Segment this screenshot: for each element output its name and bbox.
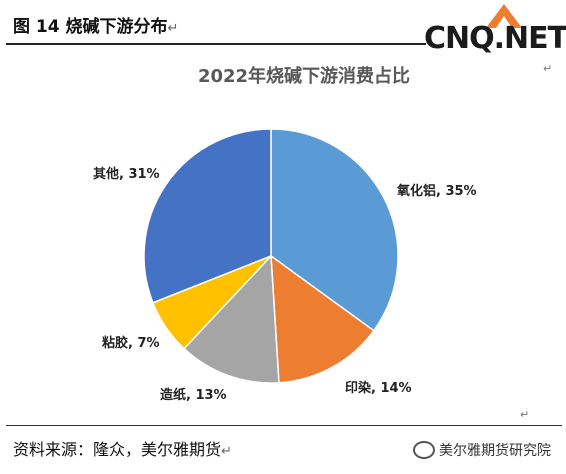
paragraph-mark-icon: ↵	[221, 444, 232, 459]
figure-title: 图 14 烧碱下游分布↵	[13, 12, 178, 37]
logo-arrow-icon	[486, 4, 522, 28]
chart-title: 2022年烧碱下游消费占比	[197, 66, 411, 87]
pie-slice-1	[270, 128, 399, 332]
pie-slice-5	[143, 128, 272, 304]
source-note: 资料来源：隆众，美尔雅期货↵	[13, 436, 232, 460]
watermark: 美尔雅期货研究院	[413, 440, 551, 460]
source-text: 资料来源：隆众，美尔雅期货	[13, 440, 222, 459]
slice-label: 其他, 31%	[93, 167, 160, 182]
slice-label: 粘胶, 7%	[102, 336, 160, 351]
pie-slice-2	[270, 254, 375, 384]
wechat-icon	[413, 441, 435, 459]
footer-rule	[6, 425, 562, 426]
chart: 2022年烧碱下游消费占比 氧化铝, 35% 印染, 14% 造纸, 13% 粘…	[60, 50, 548, 406]
paragraph-mark-icon: ↵	[543, 62, 553, 75]
slice-label: 造纸, 13%	[160, 388, 227, 403]
figure-title-text: 图 14 烧碱下游分布	[13, 17, 168, 37]
slice-label: 印染, 14%	[345, 381, 412, 396]
pie-slice-3	[182, 254, 280, 384]
logo-text: CNQ.NET	[424, 21, 566, 56]
logo: CNQ.NET	[422, 2, 566, 62]
paragraph-mark-icon: ↵	[167, 21, 179, 36]
header-rule	[6, 43, 426, 45]
pie-chart	[143, 128, 399, 384]
watermark-text: 美尔雅期货研究院	[439, 443, 551, 459]
slice-label: 氧化铝, 35%	[397, 184, 477, 199]
paragraph-mark-icon: ↵	[520, 408, 530, 421]
